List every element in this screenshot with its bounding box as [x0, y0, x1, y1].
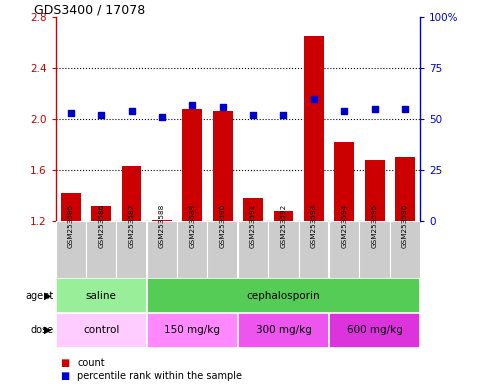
- Bar: [91, 205, 111, 221]
- Point: [341, 108, 348, 114]
- Bar: [116, 221, 147, 278]
- Point: [371, 106, 379, 112]
- Text: dose: dose: [30, 325, 53, 335]
- Bar: [183, 109, 202, 221]
- Text: GSM253596: GSM253596: [402, 204, 408, 248]
- Bar: [304, 36, 324, 221]
- Text: GSM253593: GSM253593: [311, 204, 317, 248]
- Point: [249, 112, 257, 118]
- Text: GSM253595: GSM253595: [371, 204, 378, 248]
- Bar: [395, 157, 415, 221]
- Text: 150 mg/kg: 150 mg/kg: [164, 325, 220, 335]
- Point: [310, 96, 318, 102]
- Text: GSM253587: GSM253587: [128, 204, 135, 248]
- Text: ▶: ▶: [44, 291, 52, 301]
- Bar: [147, 278, 420, 313]
- Text: GSM253590: GSM253590: [220, 204, 226, 248]
- Bar: [390, 221, 420, 278]
- Text: saline: saline: [85, 291, 116, 301]
- Text: ■: ■: [60, 371, 70, 381]
- Text: control: control: [83, 325, 119, 335]
- Bar: [56, 313, 147, 348]
- Text: GSM253586: GSM253586: [98, 204, 104, 248]
- Point: [67, 110, 74, 116]
- Bar: [238, 313, 329, 348]
- Text: percentile rank within the sample: percentile rank within the sample: [77, 371, 242, 381]
- Point: [188, 102, 196, 108]
- Point: [128, 108, 135, 114]
- Text: GSM253594: GSM253594: [341, 204, 347, 248]
- Bar: [298, 221, 329, 278]
- Bar: [238, 221, 268, 278]
- Point: [401, 106, 409, 112]
- Text: 600 mg/kg: 600 mg/kg: [347, 325, 402, 335]
- Bar: [152, 220, 172, 221]
- Bar: [359, 221, 390, 278]
- Text: agent: agent: [25, 291, 53, 301]
- Text: 300 mg/kg: 300 mg/kg: [256, 325, 312, 335]
- Bar: [147, 313, 238, 348]
- Bar: [213, 111, 232, 221]
- Text: GSM253589: GSM253589: [189, 204, 195, 248]
- Bar: [61, 193, 81, 221]
- Bar: [334, 142, 354, 221]
- Bar: [208, 221, 238, 278]
- Bar: [56, 278, 147, 313]
- Text: GSM253588: GSM253588: [159, 204, 165, 248]
- Text: ▶: ▶: [44, 325, 52, 335]
- Bar: [273, 210, 293, 221]
- Text: GSM253585: GSM253585: [68, 204, 74, 248]
- Bar: [329, 221, 359, 278]
- Bar: [147, 221, 177, 278]
- Text: GSM253591: GSM253591: [250, 204, 256, 248]
- Bar: [243, 198, 263, 221]
- Text: GDS3400 / 17078: GDS3400 / 17078: [34, 3, 145, 16]
- Text: count: count: [77, 358, 105, 368]
- Point: [158, 114, 166, 120]
- Bar: [86, 221, 116, 278]
- Text: ■: ■: [60, 358, 70, 368]
- Text: GSM253592: GSM253592: [281, 204, 286, 248]
- Bar: [268, 221, 298, 278]
- Point: [219, 104, 227, 110]
- Point: [280, 112, 287, 118]
- Bar: [56, 221, 86, 278]
- Bar: [365, 160, 384, 221]
- Bar: [177, 221, 208, 278]
- Bar: [329, 313, 420, 348]
- Bar: [122, 166, 142, 221]
- Text: cephalosporin: cephalosporin: [247, 291, 320, 301]
- Point: [97, 112, 105, 118]
